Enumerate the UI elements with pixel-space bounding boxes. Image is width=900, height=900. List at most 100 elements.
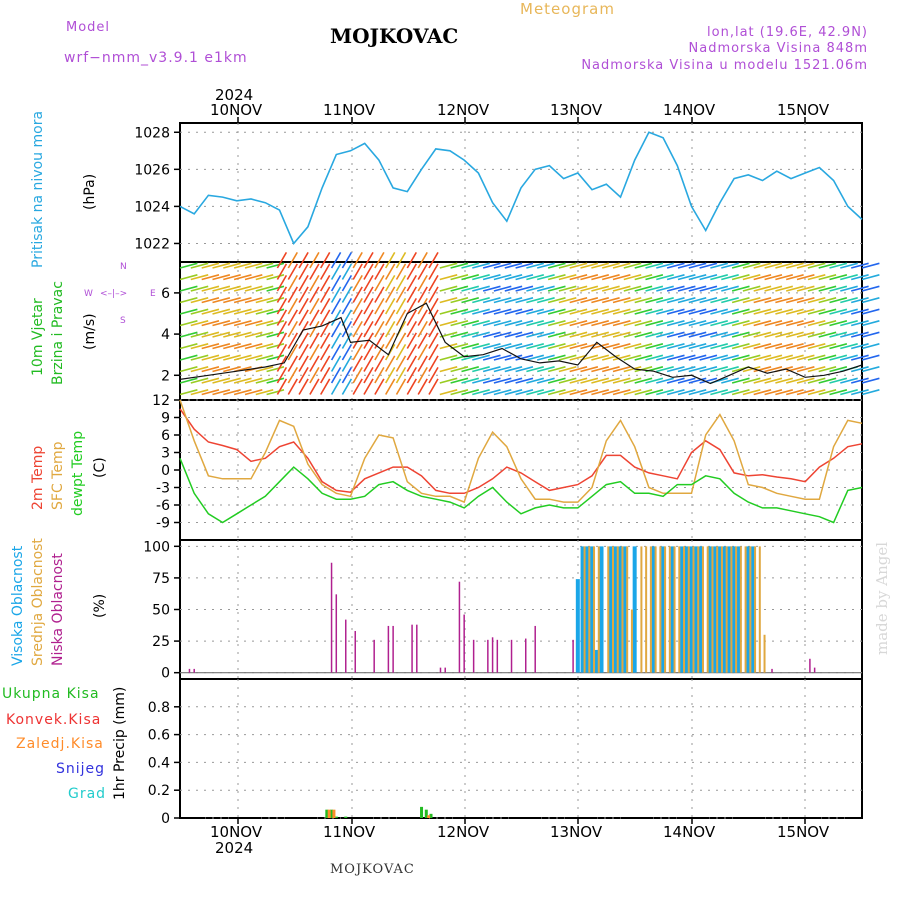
wind-barb bbox=[721, 297, 739, 304]
total-precip-bar bbox=[344, 816, 348, 818]
wind-barb bbox=[352, 367, 363, 384]
wind-barb bbox=[666, 308, 685, 315]
wind-barb bbox=[785, 297, 804, 304]
wind-barb bbox=[201, 366, 220, 373]
wind-barb bbox=[309, 378, 320, 395]
wind-barb bbox=[504, 320, 523, 327]
total-precip-bar bbox=[424, 809, 428, 818]
wind-barb bbox=[212, 354, 231, 361]
wind-barb bbox=[461, 285, 480, 292]
wind-barb bbox=[536, 354, 555, 361]
wind-barb bbox=[623, 377, 642, 384]
total-precip-legend: Ukupna Kisa bbox=[2, 686, 100, 702]
wind-barb bbox=[482, 320, 501, 327]
wind-barb bbox=[850, 331, 869, 338]
wind-barb bbox=[634, 354, 653, 361]
wind-barb bbox=[850, 366, 869, 373]
wind-barb bbox=[482, 366, 501, 373]
wind-barb bbox=[569, 331, 588, 338]
wind-barb bbox=[558, 377, 577, 384]
wind-barb bbox=[223, 343, 241, 350]
wind-barb bbox=[179, 377, 198, 384]
wind-barb bbox=[190, 331, 209, 338]
wind-barb bbox=[634, 389, 653, 396]
wind-barb bbox=[818, 366, 837, 373]
wind-barb bbox=[504, 331, 523, 338]
wind-barb bbox=[807, 285, 826, 292]
wind-barb bbox=[558, 389, 577, 396]
wind-barb bbox=[656, 354, 674, 361]
wind-barb bbox=[309, 321, 320, 338]
wind-barb bbox=[298, 309, 309, 326]
wind-barb bbox=[493, 354, 512, 361]
wind-barb bbox=[363, 344, 374, 361]
wind-barb bbox=[385, 355, 396, 372]
wind-barb bbox=[623, 297, 642, 304]
wind-barb bbox=[179, 354, 198, 361]
wind-barb bbox=[558, 262, 577, 269]
wind-barb bbox=[601, 354, 620, 361]
wind-barb bbox=[515, 331, 534, 338]
wind-barb bbox=[493, 308, 512, 315]
wind-barb bbox=[645, 377, 664, 384]
wind-barb bbox=[212, 308, 231, 315]
wind-barb bbox=[688, 297, 707, 304]
wind-barb bbox=[612, 297, 631, 304]
temperature-ytick-label: -3 bbox=[156, 481, 170, 497]
wind-barb bbox=[212, 331, 231, 338]
wind-barb bbox=[212, 297, 231, 304]
wind-barb bbox=[450, 274, 469, 281]
wind-barb bbox=[850, 262, 869, 269]
wind-barb bbox=[428, 332, 439, 349]
wind-barb bbox=[764, 354, 783, 361]
wind-barb bbox=[796, 308, 815, 315]
wind-barb bbox=[569, 274, 588, 281]
wind-barb bbox=[320, 378, 331, 395]
wind-barb bbox=[341, 263, 353, 280]
wind-barb bbox=[266, 331, 285, 338]
clouds-ytick-label: 25 bbox=[152, 634, 170, 650]
wind-barb bbox=[840, 331, 858, 338]
wind-barb bbox=[742, 262, 761, 269]
wind-barb bbox=[341, 332, 353, 349]
wind-barb bbox=[298, 367, 309, 384]
wind-barb bbox=[212, 366, 231, 373]
wind-barb bbox=[580, 262, 599, 269]
wind-barb bbox=[482, 389, 501, 396]
wind-barb bbox=[504, 377, 523, 384]
wind-barb bbox=[341, 344, 353, 361]
wind-barb bbox=[526, 262, 545, 269]
precip-ytick-label: 0.2 bbox=[148, 783, 170, 799]
wind-barb bbox=[439, 366, 458, 373]
freezing-precip-bar bbox=[332, 809, 336, 818]
wind-barb bbox=[385, 252, 396, 269]
clouds-ytick-label: 75 bbox=[152, 571, 170, 587]
wind-barb bbox=[287, 367, 298, 384]
wind-barb bbox=[287, 332, 298, 349]
wind-barb bbox=[515, 354, 534, 361]
wind-barb bbox=[450, 331, 469, 338]
wind-barb bbox=[840, 274, 858, 281]
wind-barb bbox=[666, 285, 685, 292]
wind-barb bbox=[320, 309, 331, 326]
wind-barb bbox=[341, 355, 353, 372]
wind-barb bbox=[385, 321, 396, 338]
wind-barb bbox=[395, 275, 407, 292]
wind-barb bbox=[796, 285, 815, 292]
wind-barb bbox=[385, 332, 396, 349]
wind-barb bbox=[374, 275, 385, 292]
wind-barb bbox=[601, 308, 620, 315]
wind-barb bbox=[504, 354, 523, 361]
wind-barb bbox=[330, 252, 342, 269]
wind-barb bbox=[428, 344, 439, 361]
wind-barb bbox=[753, 354, 772, 361]
wind-barb bbox=[504, 297, 523, 304]
wind-barb bbox=[688, 320, 707, 327]
wind-barb bbox=[721, 262, 739, 269]
wind-barb bbox=[731, 297, 750, 304]
wind-barb bbox=[276, 263, 288, 280]
wind-barb bbox=[179, 343, 198, 350]
wind-barb bbox=[439, 308, 458, 315]
wind-barb bbox=[547, 297, 566, 304]
wind-barb bbox=[850, 274, 869, 281]
